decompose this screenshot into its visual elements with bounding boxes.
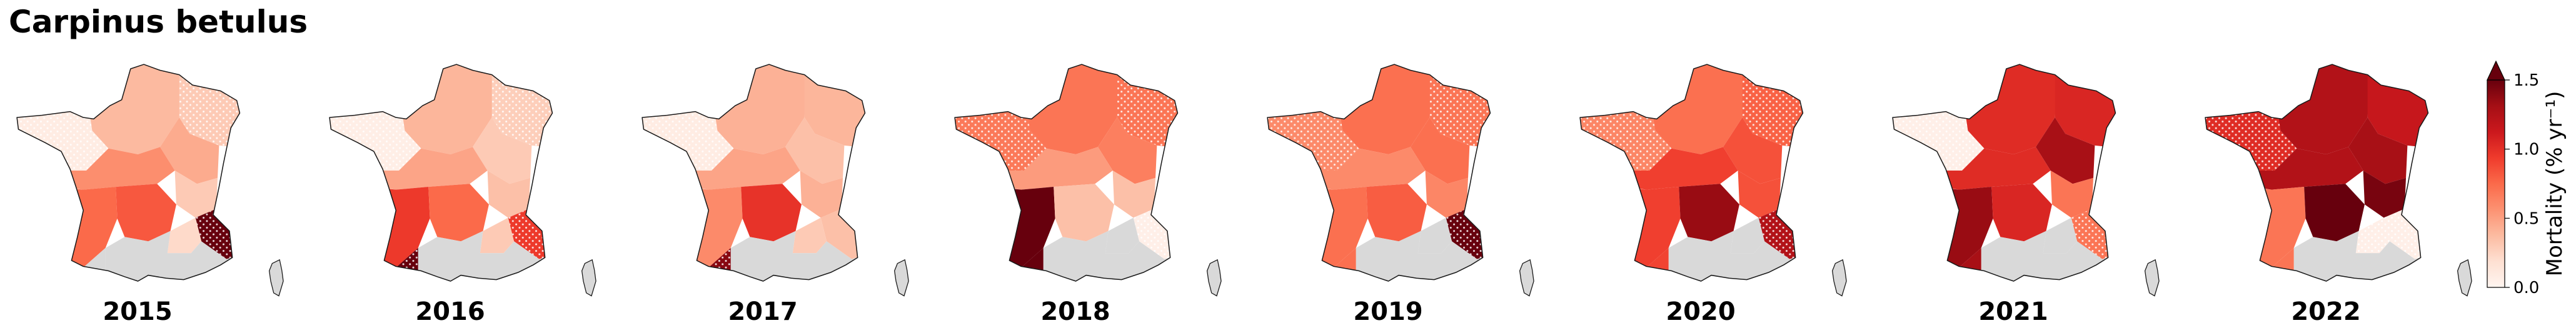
corsica <box>893 259 909 297</box>
map-panel-2021 <box>1892 64 2160 297</box>
corsica <box>268 259 284 297</box>
france-outline <box>2205 64 2429 282</box>
region-ce <box>1738 171 1781 218</box>
region-se <box>1417 217 1452 254</box>
region-mc <box>1679 184 1739 242</box>
region-c <box>1940 147 2051 190</box>
corsica <box>1831 259 1847 297</box>
region-e <box>1411 117 1470 184</box>
region-se <box>480 217 515 254</box>
france-outline <box>641 64 866 282</box>
map-regions <box>1893 64 2116 282</box>
region-se <box>2043 217 2078 254</box>
map-regions <box>1267 64 1491 282</box>
colorbar-label: Mortality (% yr⁻¹) <box>2542 91 2567 277</box>
region-c <box>689 147 800 190</box>
region-se-hatch <box>2355 217 2390 254</box>
region-e <box>785 117 845 184</box>
region-c <box>64 147 175 190</box>
map-panels: 2015 2016 2017 2018 2019 2020 2021 2022 <box>16 64 2472 326</box>
region-c <box>2252 147 2363 190</box>
france-outline <box>1892 64 2116 282</box>
region-ce <box>2050 171 2094 218</box>
region-c <box>1314 147 1426 190</box>
colorbar-ramp <box>2487 79 2505 288</box>
year-label-2020: 2020 <box>1666 297 1735 326</box>
region-e <box>160 117 219 184</box>
corsica <box>581 259 596 297</box>
year-label-2019: 2019 <box>1353 297 1422 326</box>
figure-title: Carpinus betulus <box>9 4 308 40</box>
region-se <box>1730 217 1765 254</box>
region-se <box>167 217 202 254</box>
corsica <box>1519 259 1534 297</box>
map-panel-2019 <box>1267 64 1534 297</box>
france-outline <box>329 64 553 282</box>
region-se <box>1105 217 1140 254</box>
region-e <box>2036 117 2095 184</box>
map-panel-2015 <box>16 64 284 297</box>
colorbar-extend-arrow <box>2487 60 2505 81</box>
region-mc <box>1054 184 1114 242</box>
region-ce <box>487 171 531 218</box>
region-c <box>1002 147 1113 190</box>
map-regions <box>642 64 865 282</box>
colorbar-tick-label: 0.5 <box>2513 209 2539 228</box>
region-mc <box>1366 184 1427 242</box>
map-regions <box>2205 64 2428 282</box>
map-panel-2022 <box>2205 64 2472 297</box>
france-outline <box>954 64 1179 282</box>
region-mc <box>116 184 176 242</box>
colorbar-tick-label: 0.0 <box>2513 279 2539 297</box>
region-ce <box>1425 171 1469 218</box>
region-e <box>1098 117 1157 184</box>
region-e <box>2348 117 2408 184</box>
map-panel-2017 <box>641 64 909 297</box>
map-panel-2018 <box>954 64 1222 297</box>
map-regions <box>330 64 553 282</box>
map-regions <box>955 64 1178 282</box>
map-panel-2020 <box>1579 64 1847 297</box>
corsica <box>1206 259 1222 297</box>
year-label-2017: 2017 <box>728 297 797 326</box>
france-outline <box>1579 64 1804 282</box>
region-mc <box>1991 184 2052 242</box>
france-outline <box>1267 64 1491 282</box>
region-c <box>376 147 488 190</box>
france-outline <box>16 64 241 282</box>
year-label-2021: 2021 <box>1978 297 2048 326</box>
map-panel-2016 <box>329 64 596 297</box>
region-mc <box>741 184 802 242</box>
year-label-2022: 2022 <box>2291 297 2360 326</box>
region-e <box>1723 117 1783 184</box>
map-regions <box>17 64 240 282</box>
region-ce <box>174 171 218 218</box>
region-mc <box>2304 184 2365 242</box>
year-label-2016: 2016 <box>415 297 485 326</box>
colorbar-tick-label: 1.0 <box>2513 141 2539 159</box>
year-label-2018: 2018 <box>1040 297 1110 326</box>
region-mc <box>428 184 489 242</box>
corsica <box>2144 259 2160 297</box>
corsica <box>2457 259 2472 297</box>
map-regions <box>1580 64 1803 282</box>
region-e <box>473 117 532 184</box>
year-label-2015: 2015 <box>103 297 172 326</box>
region-se <box>792 217 827 254</box>
colorbar-tick-label: 1.5 <box>2513 71 2539 90</box>
region-ce <box>2363 171 2407 218</box>
region-c <box>1627 147 1738 190</box>
region-ce <box>800 171 843 218</box>
region-ce <box>1112 171 1156 218</box>
